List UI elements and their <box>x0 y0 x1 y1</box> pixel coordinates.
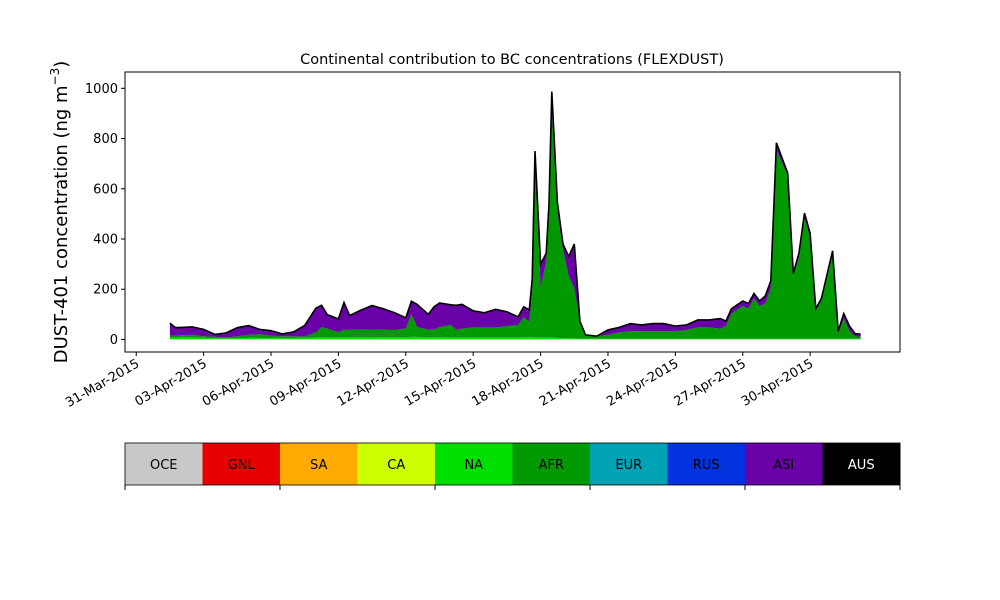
x-tick-label: 27-Apr-2015 <box>672 356 749 409</box>
legend-swatch-aus <box>822 443 901 485</box>
y-axis-label: DUST-401 concentration (ng m−3) <box>48 61 72 364</box>
y-tick-label: 600 <box>93 182 118 197</box>
y-axis-ticks: 0 200 400 600 800 1000 <box>85 82 125 348</box>
legend-label-aus: AUS <box>848 458 875 473</box>
legend-label-afr: AFR <box>539 458 564 473</box>
x-tick-label: 15-Apr-2015 <box>402 356 479 409</box>
legend-label-ca: CA <box>387 458 405 473</box>
total-outline <box>169 91 861 338</box>
legend-swatch-asi <box>745 443 823 485</box>
total-line <box>169 91 861 338</box>
legend-label-rus: RUS <box>693 458 720 473</box>
stacked-area-layers <box>169 91 861 340</box>
legend-swatch-na <box>435 443 513 485</box>
y-tick-label: 800 <box>93 132 118 147</box>
x-tick-label: 24-Apr-2015 <box>604 356 681 409</box>
legend-label-sa: SA <box>310 458 327 473</box>
x-axis-ticks: 31-Mar-201503-Apr-201506-Apr-201509-Apr-… <box>63 352 816 411</box>
y-tick-label: 1000 <box>85 82 118 97</box>
chart-title: Continental contribution to BC concentra… <box>300 52 724 68</box>
y-tick-label: 0 <box>110 333 118 348</box>
legend-swatch-afr <box>512 443 591 485</box>
legend-label-asi: ASI <box>773 458 794 473</box>
legend-label-na: NA <box>464 458 483 473</box>
legend-swatch-ca <box>357 443 436 485</box>
area-asi <box>169 91 861 338</box>
legend-label-oce: OCE <box>150 458 178 473</box>
x-tick-label: 21-Apr-2015 <box>537 356 614 409</box>
legend-label-gnl: GNL <box>228 458 256 473</box>
legend-swatch-eur <box>590 443 668 485</box>
y-axis-label-tail: ) <box>51 61 72 68</box>
legend-swatch-rus <box>667 443 746 485</box>
y-axis-label-main: DUST-401 concentration (ng m <box>51 85 72 363</box>
x-tick-label: 31-Mar-2015 <box>63 356 142 410</box>
x-tick-label: 30-Apr-2015 <box>739 356 816 409</box>
plot-frame <box>124 71 901 353</box>
area-na <box>169 336 861 340</box>
area-afr <box>169 111 861 339</box>
x-tick-label: 12-Apr-2015 <box>335 356 412 409</box>
y-axis-label-superscript: −3 <box>48 68 62 86</box>
legend-label-eur: EUR <box>615 458 642 473</box>
x-tick-label: 18-Apr-2015 <box>469 356 546 409</box>
x-tick-label: 09-Apr-2015 <box>267 356 344 409</box>
y-tick-label: 200 <box>93 283 118 298</box>
x-tick-label: 06-Apr-2015 <box>200 356 277 409</box>
x-tick-label: 03-Apr-2015 <box>133 356 210 409</box>
legend-swatch-oce <box>125 443 203 485</box>
legend-swatch-sa <box>280 443 358 485</box>
legend-colorbar: OCE GNL SA CA NA AFR EUR RUS ASI AUS <box>124 442 901 490</box>
legend-frame <box>124 442 901 486</box>
legend-swatch-gnl <box>202 443 281 485</box>
y-tick-label: 400 <box>93 232 118 247</box>
